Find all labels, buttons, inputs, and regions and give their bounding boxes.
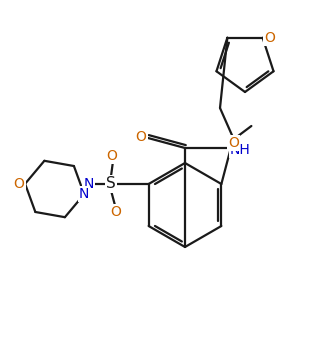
Text: O: O [14,177,24,191]
Text: O: O [228,136,239,150]
Text: O: O [264,31,275,45]
Text: NH: NH [230,143,250,157]
Text: S: S [106,177,115,192]
Text: N: N [79,187,89,201]
Text: O: O [135,130,146,144]
Text: O: O [110,205,121,219]
Text: O: O [106,149,117,163]
Text: N: N [83,177,94,191]
